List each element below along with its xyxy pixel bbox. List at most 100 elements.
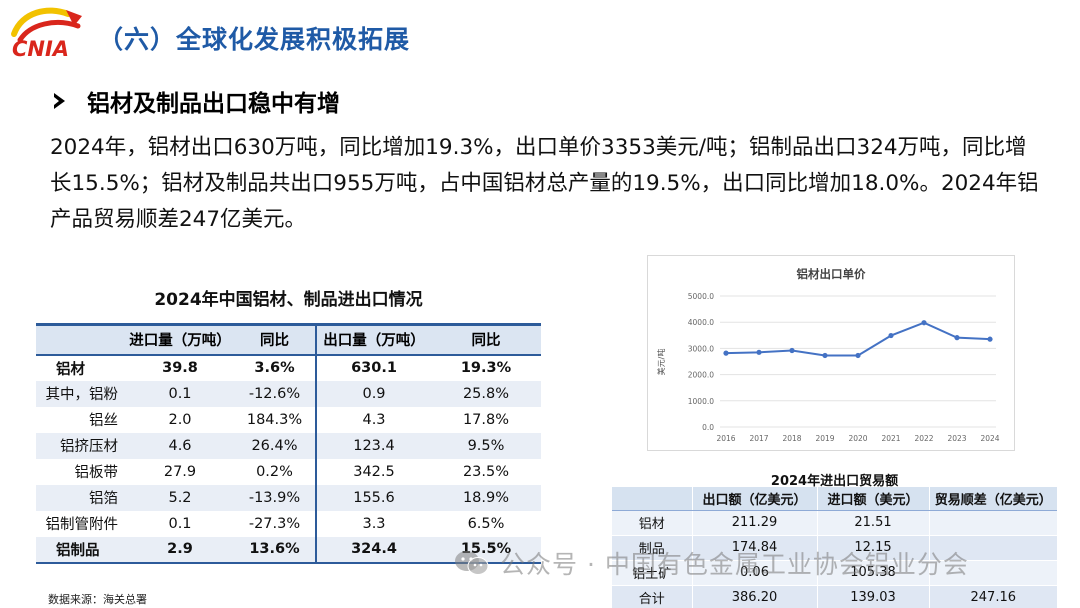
header-cell: 出口量（万吨） (315, 323, 431, 356)
cell: 19.3% (460, 360, 512, 376)
balance-table: 出口额（亿美元） 进口额（美元） 贸易顺差（亿美元） 铝材 211.29 21.… (612, 487, 1057, 608)
x-tick-label: 2019 (815, 434, 834, 443)
header-cell: 进口额（美元） (816, 487, 929, 511)
x-tick-label: 2023 (947, 434, 966, 443)
cell: 0.1 (126, 380, 234, 407)
header-cell: 出口额（亿美元） (691, 487, 817, 511)
balance-table-title: 2024年进出口贸易额 (770, 474, 899, 489)
cell: 2.9 (126, 536, 234, 564)
y-tick-label: 1000.0 (688, 397, 714, 406)
row-label: 铝板带 (74, 465, 119, 481)
row-label: 制品 (612, 535, 692, 561)
cell (928, 535, 1057, 561)
wechat-watermark: 公众号 · 中国有色金属工业协会铝业分会 (452, 545, 969, 581)
cell: -27.3% (248, 515, 301, 532)
cell: -13.9% (234, 484, 316, 511)
y-axis-label: 美元/吨 (656, 349, 666, 376)
table-row: 铝材 211.29 21.51 (612, 510, 1057, 536)
table-header-row: 进口量（万吨） 同比 出口量（万吨） 同比 (36, 323, 541, 356)
header-cell: 进口量（万吨） (126, 323, 234, 356)
summary-paragraph: 2024年，铝材出口630万吨，同比增加19.3%，出口单价3353美元/吨；铝… (50, 135, 1039, 232)
table-row: 铝制品 2.9 13.6% 324.4 15.5% (36, 536, 541, 564)
cell: 27.9 (163, 463, 197, 480)
x-tick-label: 2016 (716, 434, 735, 443)
row-label: 铝制品 (36, 536, 126, 564)
table-row: 铝挤压材 4.6 26.4% 123.4 9.5% (36, 432, 541, 459)
table-row: 铝土矿 0.06 105.38 (612, 560, 1057, 586)
subheading-text: 铝材及制品出口稳中有增 (87, 91, 340, 117)
cell: 155.6 (315, 484, 431, 511)
cell: 6.5% (467, 515, 505, 532)
header-cell: 同比 (431, 323, 541, 356)
watermark-text: 公众号 · 中国有色金属工业协会铝业分会 (500, 550, 969, 579)
data-point (954, 335, 960, 341)
cell: 211.29 (691, 510, 817, 536)
cell (928, 510, 1057, 536)
cell: 324.4 (315, 536, 431, 564)
table-row: 铝制管附件 0.1 -27.3% 3.3 6.5% (36, 510, 541, 537)
chart-title: 铝材出口单价 (797, 267, 866, 281)
cell: 0.2% (256, 463, 293, 480)
cell: 26.4% (234, 432, 316, 459)
y-tick-label: 4000.0 (688, 318, 714, 327)
cell: 247.16 (928, 585, 1057, 608)
cell: 23.5% (462, 463, 510, 480)
section-subheading: 铝材及制品出口稳中有增 (54, 84, 340, 118)
cell: 184.3% (246, 411, 303, 428)
cell: 3.3 (315, 510, 431, 537)
data-point (822, 352, 828, 359)
row-label: 铝材 (612, 510, 692, 536)
row-label: 铝土矿 (612, 560, 692, 586)
cell: 0.06 (691, 560, 817, 586)
row-label: 铝箔 (36, 484, 126, 511)
table-row: 合计 386.20 139.03 247.16 (612, 585, 1057, 608)
cell: 25.8% (431, 380, 541, 407)
trade-table-title: 2024年中国铝材、制品进出口情况 (154, 290, 423, 310)
table-row: 其中，铝粉 0.1 -12.6% 0.9 25.8% (36, 380, 541, 407)
cell: 2.0 (168, 411, 192, 428)
cell: 21.51 (816, 510, 929, 536)
header-cell: 同比 (234, 323, 316, 356)
cell: 630.1 (315, 354, 431, 381)
data-point (789, 347, 795, 354)
series-line (725, 321, 991, 357)
cell: 39.8 (162, 360, 198, 376)
cell: 386.20 (691, 585, 817, 608)
row-label: 其中，铝粉 (36, 380, 126, 407)
table-row: 铝板带 27.9 0.2% 342.5 23.5% (36, 458, 541, 485)
chart-svg: 铝材出口单价 美元/吨 0.0 1000.0 2000.0 3000.0 4000.0 5… (656, 267, 1000, 443)
data-point (855, 352, 861, 359)
data-point (921, 320, 927, 326)
x-tick-label: 2020 (848, 434, 867, 443)
row-label: 铝制管附件 (45, 517, 119, 533)
data-point (756, 349, 762, 355)
page-title: （六）全球化发展积极拓展 (98, 25, 411, 54)
row-label: 铝丝 (89, 413, 118, 429)
svg-text:CNIA: CNIA (12, 37, 69, 60)
cell (928, 560, 1057, 586)
cell: 15.5% (431, 536, 541, 564)
header-cell (612, 487, 692, 511)
x-tick-label: 2017 (749, 434, 768, 443)
y-tick-label: 0.0 (702, 423, 714, 432)
cell: 13.6% (234, 536, 316, 564)
cell: 4.6 (126, 432, 234, 459)
cnia-logo: CNIA (11, 7, 82, 60)
cell: 12.15 (816, 535, 929, 561)
trade-table: 进口量（万吨） 同比 出口量（万吨） 同比 铝材 39.8 3.6% 630.1… (36, 323, 541, 564)
cell: 17.8% (462, 411, 510, 428)
table-row: 铝丝 2.0 184.3% 4.3 17.8% (36, 406, 541, 433)
y-tick-label: 3000.0 (688, 344, 714, 353)
y-tick-label: 2000.0 (688, 371, 714, 380)
cell: 18.9% (431, 484, 541, 511)
table-row: 制品 174.84 12.15 (612, 535, 1057, 561)
row-label: 铝挤压材 (36, 432, 126, 459)
table-header-row: 出口额（亿美元） 进口额（美元） 贸易顺差（亿美元） (612, 487, 1057, 511)
cell: 5.2 (126, 484, 234, 511)
y-tick-label: 5000.0 (688, 292, 714, 301)
header-cell (36, 323, 126, 356)
cell: 174.84 (691, 535, 817, 561)
cell: 123.4 (315, 432, 431, 459)
wechat-icon (455, 551, 489, 575)
cell: 342.5 (315, 458, 431, 485)
